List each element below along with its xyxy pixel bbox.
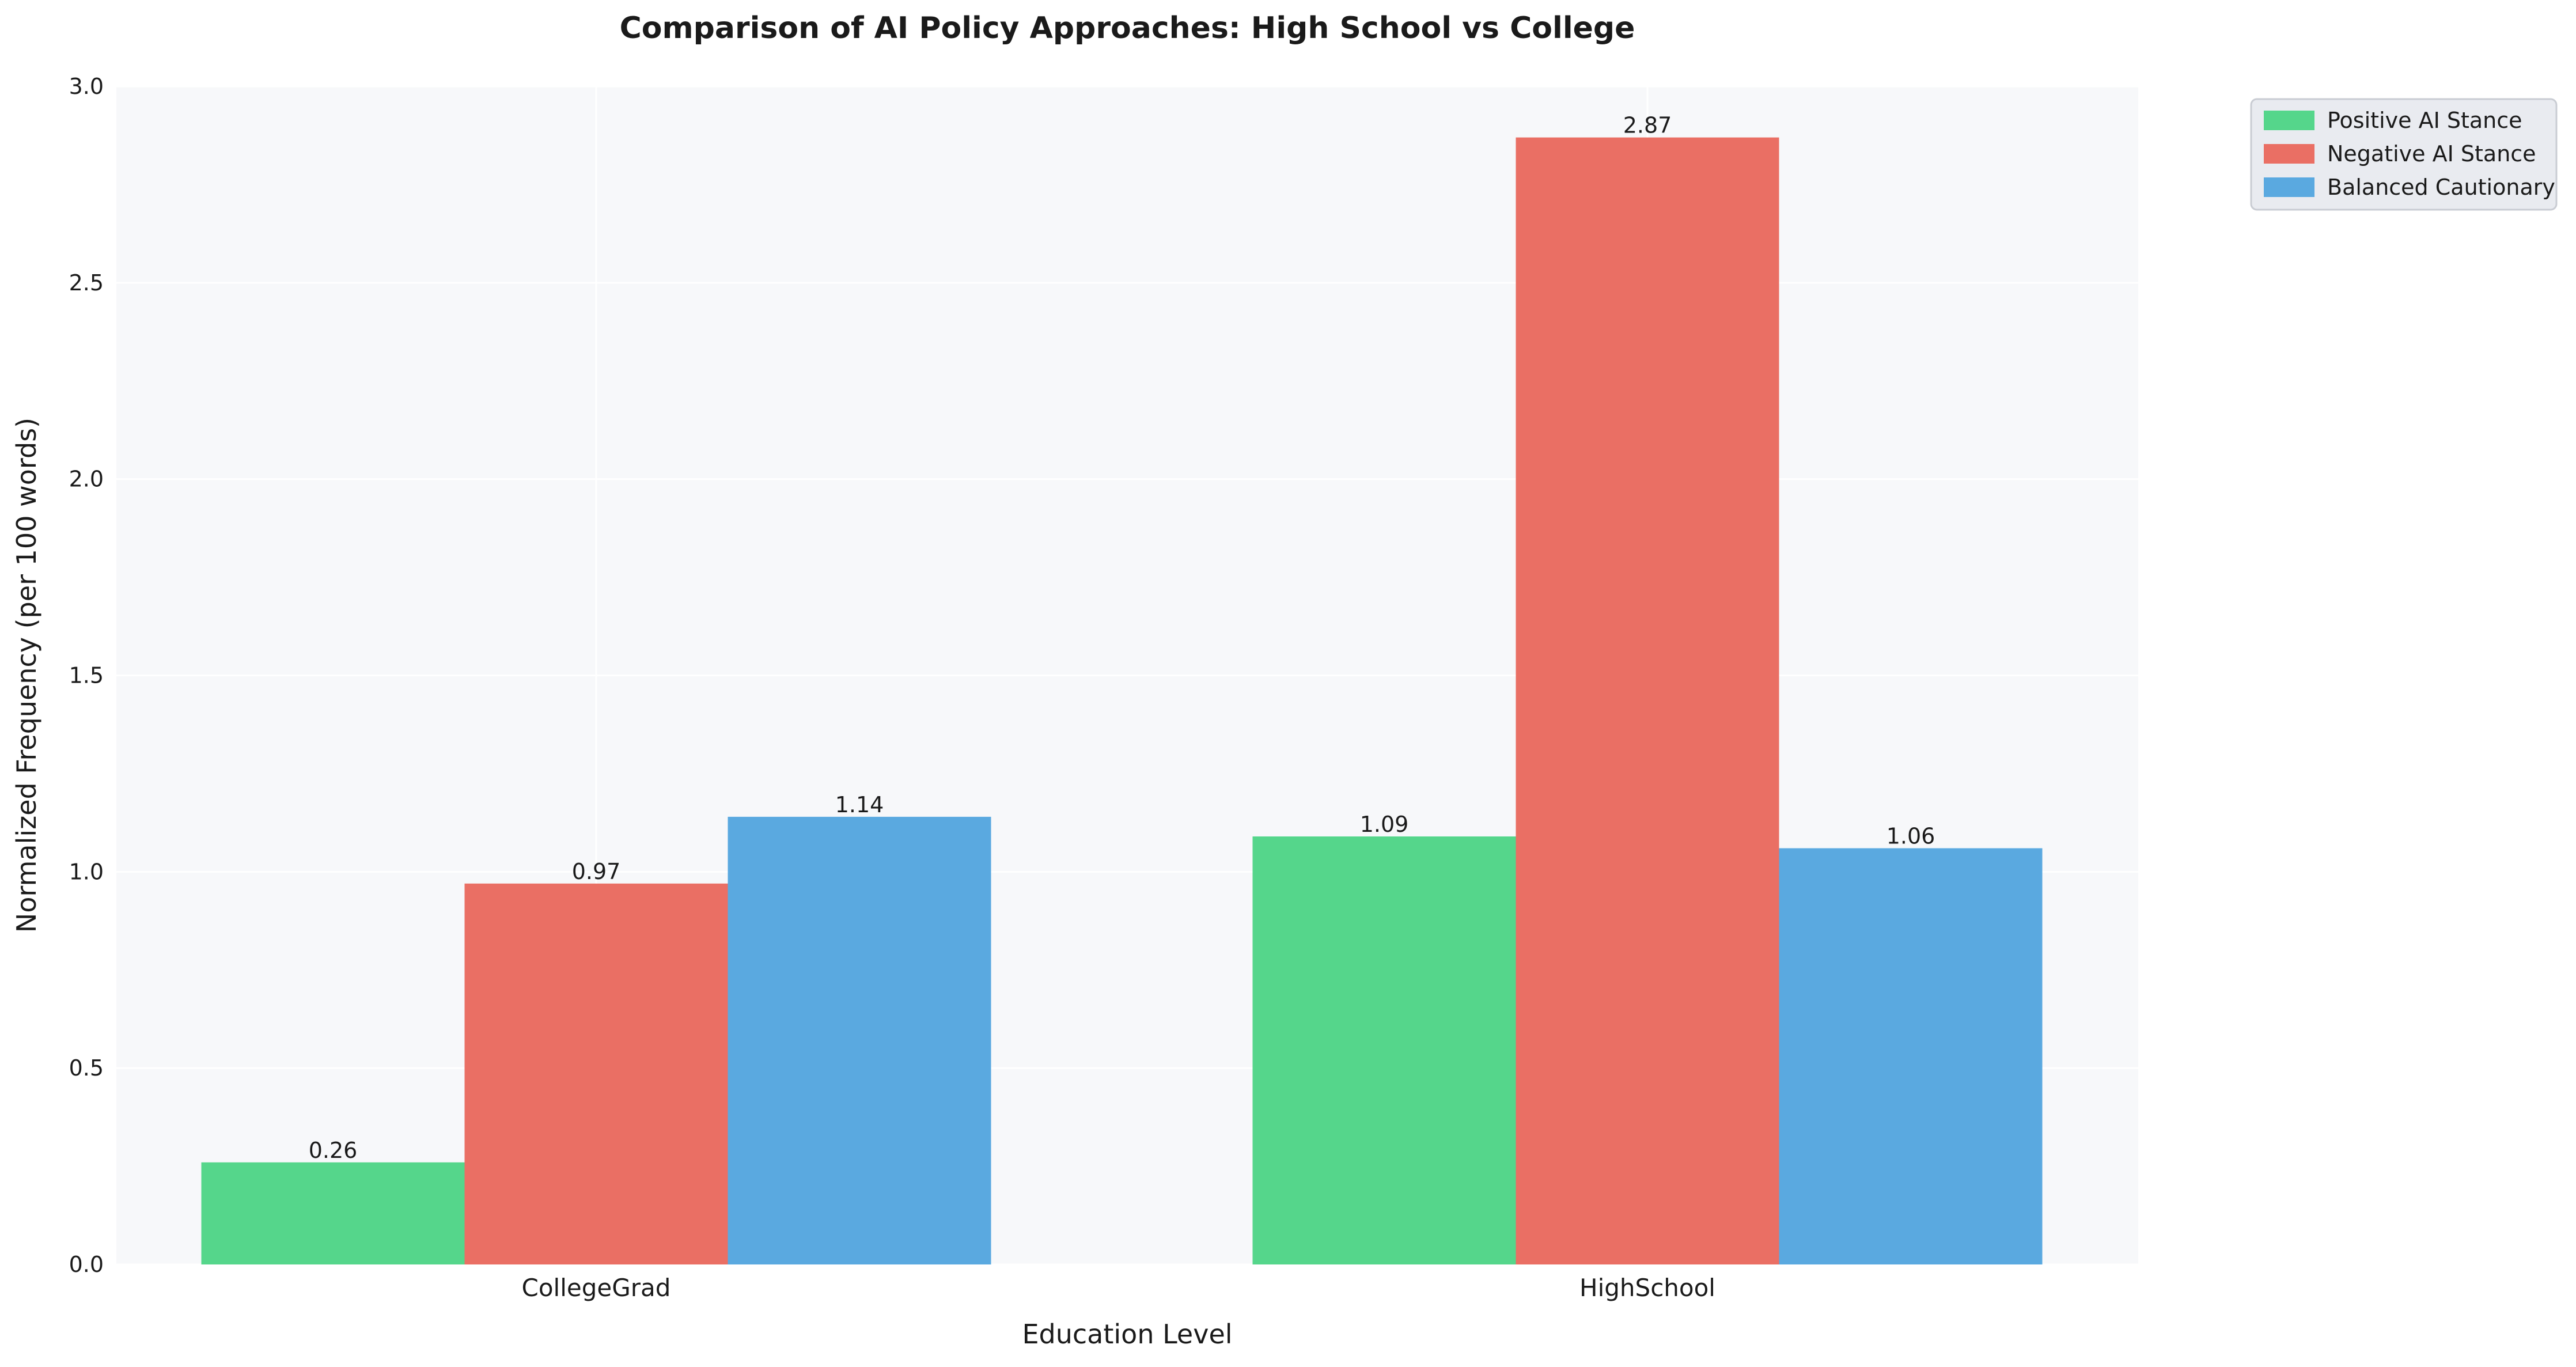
bar-negative-ai-stance-highschool: [1516, 137, 1779, 1264]
bars: [201, 137, 2043, 1264]
y-tick-label: 3.0: [69, 74, 104, 99]
bar-negative-ai-stance-collegegrad: [464, 883, 728, 1264]
bar-value-label: 1.06: [1886, 823, 1935, 849]
bar-value-label: 1.09: [1360, 812, 1409, 837]
y-tick-label: 1.5: [69, 663, 104, 688]
y-axis-ticks: 0.0 0.5 1.0 1.5 2.0 2.5 3.0: [69, 74, 104, 1277]
data-labels: 0.26 1.09 0.97 2.87 1.14 1.06: [309, 113, 1935, 1163]
y-tick-label: 1.0: [69, 859, 104, 884]
y-axis-label: Normalized Frequency (per 100 words): [11, 418, 42, 933]
legend-box: [2250, 98, 2558, 211]
y-tick-label: 2.5: [69, 270, 104, 296]
legend-label: Balanced Cautionary: [2327, 175, 2555, 200]
y-tick-label: 0.5: [69, 1055, 104, 1081]
x-tick-label: HighSchool: [1579, 1274, 1715, 1302]
y-tick-label: 2.0: [69, 467, 104, 492]
legend-items: Positive AI Stance Negative AI Stance Bala…: [2264, 108, 2555, 200]
legend-swatch: [2264, 177, 2314, 197]
bar-positive-ai-stance-collegegrad: [201, 1162, 465, 1264]
legend-swatch: [2264, 111, 2314, 130]
bar-positive-ai-stance-highschool: [1252, 836, 1516, 1264]
bar-value-label: 0.97: [572, 859, 621, 884]
y-tick-label: 0.0: [69, 1252, 104, 1277]
x-axis-ticks: CollegeGrad HighSchool: [522, 1274, 1715, 1302]
chart-title: Comparison of AI Policy Approaches: High…: [620, 11, 1635, 46]
bar-value-label: 2.87: [1623, 113, 1672, 138]
legend: Positive AI Stance Negative AI Stance Bala…: [2250, 98, 2558, 211]
legend-label: Negative AI Stance: [2327, 141, 2536, 166]
x-axis-label: Education Level: [1022, 1319, 1232, 1350]
bar-value-label: 0.26: [309, 1138, 358, 1163]
x-tick-label: CollegeGrad: [522, 1274, 671, 1302]
legend-swatch: [2264, 144, 2314, 164]
bar-balanced-cautionary-collegegrad: [728, 816, 991, 1264]
legend-label: Positive AI Stance: [2327, 108, 2522, 133]
bar-balanced-cautionary-highschool: [1779, 848, 2043, 1264]
bar-value-label: 1.14: [835, 792, 884, 817]
